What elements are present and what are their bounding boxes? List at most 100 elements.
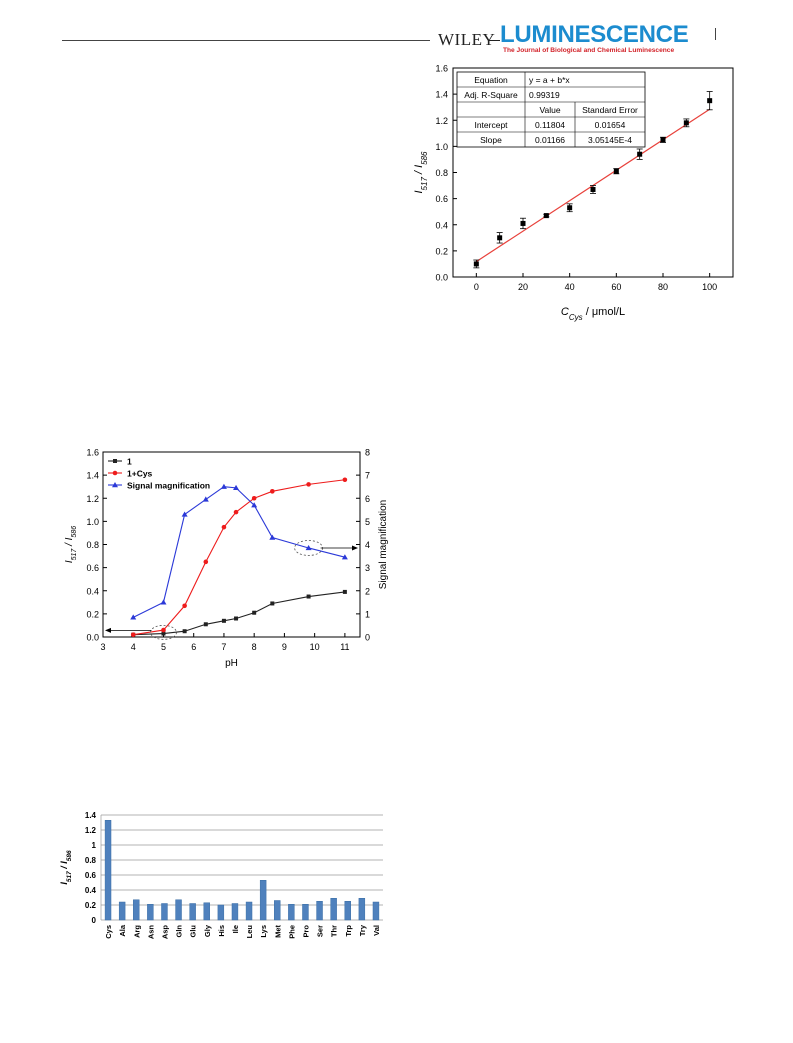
y-tick-label: 1 — [92, 841, 97, 850]
x-tick-label: 7 — [221, 642, 226, 652]
x-tick-label: 4 — [131, 642, 136, 652]
table-cell: Slope — [480, 135, 502, 145]
y-tick-label: 0.4 — [435, 220, 448, 230]
x-tick-label: Thr — [330, 925, 339, 937]
y-tick-label: 1.6 — [86, 448, 99, 458]
arrow-head — [105, 627, 111, 633]
header-rule — [62, 40, 734, 41]
y-right-tick-label: 7 — [365, 471, 370, 481]
data-point — [233, 484, 240, 491]
data-point — [221, 524, 227, 530]
table-cell: 0.99319 — [529, 90, 560, 100]
publisher-logo: WILEY — [438, 30, 496, 49]
x-tick-label: His — [217, 925, 226, 937]
y-tick-label: 0.0 — [435, 273, 448, 283]
journal-header: WILEY LUMINESCENCE The Journal of Biolog… — [430, 21, 736, 64]
legend-label: 1+Cys — [127, 469, 153, 479]
y-right-tick-label: 1 — [365, 609, 370, 619]
ph-chart: 0.0 0.2 0.4 0.6 0.8 1.0 1.2 1.4 1.6 0 1 2 3 4 5 6 7 8 3 4 5 6… — [64, 448, 389, 670]
series-line — [133, 591, 345, 636]
table-cell: Standard Error — [582, 105, 638, 115]
x-tick-label: Arg — [132, 925, 141, 938]
data-point — [160, 599, 167, 605]
bar — [330, 898, 337, 921]
bar — [118, 901, 126, 921]
table-cell: 0.01166 — [535, 135, 565, 145]
legend-marker — [112, 470, 118, 476]
data-point — [234, 616, 239, 621]
y-tick-label: 1.2 — [86, 494, 99, 504]
x-tick-label: 9 — [282, 642, 287, 652]
data-point — [181, 511, 188, 517]
bar — [133, 899, 140, 921]
data-point — [220, 483, 227, 489]
y-tick-label: 1.2 — [85, 826, 97, 835]
data-point — [683, 120, 689, 126]
y-right-tick-label: 6 — [365, 494, 370, 504]
x-tick-label: Ala — [118, 924, 127, 937]
table-cell: y = a + b*x — [529, 75, 570, 85]
y-right-tick-label: 5 — [365, 517, 370, 527]
data-point — [221, 618, 226, 623]
x-tick-label: 80 — [658, 282, 668, 292]
x-tick-label: 3 — [100, 642, 105, 652]
bar — [259, 880, 267, 921]
x-tick-label: Asn — [146, 925, 155, 940]
selectivity-bar-chart: 0 0.2 0.4 0.6 0.8 1 1.2 1.4 Cys Ala Arg Asn Asp Gln Gl… — [59, 811, 383, 940]
y-tick-label: 0.2 — [435, 246, 448, 256]
data-point — [269, 534, 276, 540]
data-point — [252, 610, 257, 615]
x-tick-label: Pro — [301, 925, 310, 938]
data-point — [497, 235, 503, 241]
x-tick-label: Gly — [203, 924, 212, 937]
bar — [245, 901, 253, 921]
y-tick-label: 1.6 — [435, 64, 448, 74]
x-axis-label: pH — [225, 658, 238, 669]
table-cell: 0.11804 — [535, 120, 565, 130]
x-tick-label: Glu — [189, 925, 198, 938]
y-tick-label: 0.6 — [86, 563, 99, 573]
table-cell: Adj. R-Square — [464, 90, 518, 100]
data-point — [182, 603, 187, 609]
x-tick-label: 8 — [252, 642, 257, 652]
x-tick-label: 11 — [340, 642, 349, 652]
y-tick-label: 1.4 — [435, 90, 448, 100]
y-tick-label: 0.6 — [85, 871, 97, 880]
data-point — [473, 261, 479, 267]
data-point — [203, 622, 208, 627]
bar — [316, 901, 323, 921]
y-tick-label: 0.8 — [435, 168, 448, 178]
y-tick-label: 1.0 — [435, 142, 448, 152]
bar — [358, 898, 366, 921]
data-point — [270, 489, 275, 494]
data-point — [567, 205, 573, 211]
x-tick-label: 20 — [518, 282, 528, 292]
bar — [217, 904, 225, 921]
x-tick-label: 40 — [565, 282, 575, 292]
data-point — [182, 629, 187, 634]
journal-subtitle: The Journal of Biological and Chemical L… — [503, 47, 675, 54]
y-right-tick-label: 4 — [365, 540, 370, 550]
y-tick-label: 1.2 — [435, 116, 448, 126]
data-point — [161, 631, 166, 636]
x-tick-label: Trp — [344, 925, 353, 937]
y-tick-label: 0.4 — [86, 586, 99, 596]
y-tick-label: 0 — [92, 916, 97, 925]
publisher-dash — [488, 40, 500, 41]
x-tick-label: Met — [273, 925, 282, 938]
legend-label: 1 — [127, 457, 132, 467]
data-point — [251, 495, 257, 501]
data-point — [130, 614, 137, 620]
x-tick-label: Try — [358, 924, 367, 936]
data-point — [305, 544, 312, 551]
x-axis-label: CCys / μmol/L — [561, 306, 625, 322]
x-tick-label: 6 — [191, 642, 196, 652]
y-right-axis-label: Signal magnification — [378, 500, 389, 590]
data-point — [203, 559, 209, 565]
y-axis-label: I517 / I586 — [413, 151, 429, 194]
y-tick-label: 0.6 — [435, 194, 448, 204]
annotation-ellipse — [150, 624, 177, 640]
fit-table — [456, 71, 646, 148]
data-point — [520, 220, 526, 226]
data-point — [613, 168, 619, 174]
